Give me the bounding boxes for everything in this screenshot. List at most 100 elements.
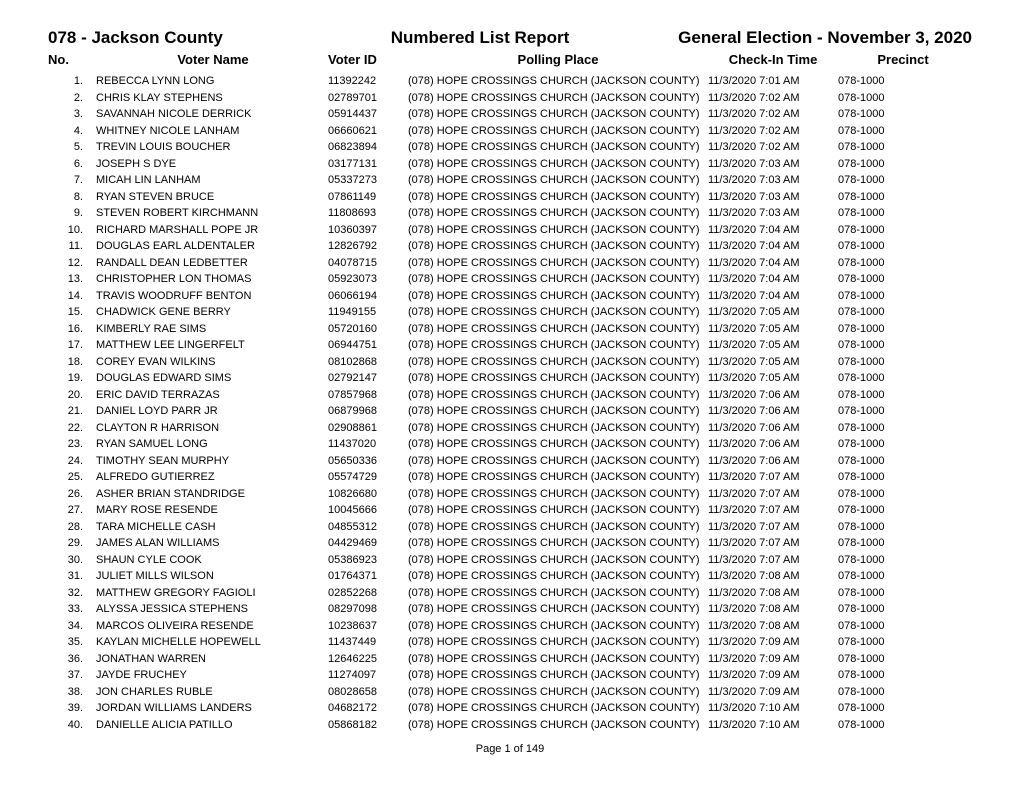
row-polling-place: (078) HOPE CROSSINGS CHURCH (JACKSON COU… [408, 636, 708, 648]
table-row: 1.REBECCA LYNN LONG11392242(078) HOPE CR… [48, 73, 972, 90]
table-row: 10.RICHARD MARSHALL POPE JR10360397(078)… [48, 222, 972, 239]
row-checkin-time: 11/3/2020 7:08 AM [708, 570, 838, 582]
row-polling-place: (078) HOPE CROSSINGS CHURCH (JACKSON COU… [408, 488, 708, 500]
row-polling-place: (078) HOPE CROSSINGS CHURCH (JACKSON COU… [408, 273, 708, 285]
row-no: 11. [48, 240, 86, 252]
row-checkin-time: 11/3/2020 7:06 AM [708, 405, 838, 417]
row-voter-name: JON CHARLES RUBLE [86, 686, 328, 698]
row-polling-place: (078) HOPE CROSSINGS CHURCH (JACKSON COU… [408, 653, 708, 665]
row-precinct: 078-1000 [838, 273, 968, 285]
row-polling-place: (078) HOPE CROSSINGS CHURCH (JACKSON COU… [408, 471, 708, 483]
row-voter-name: TIMOTHY SEAN MURPHY [86, 455, 328, 467]
row-no: 1. [48, 75, 86, 87]
row-no: 3. [48, 108, 86, 120]
row-checkin-time: 11/3/2020 7:03 AM [708, 158, 838, 170]
row-voter-id: 05868182 [328, 719, 408, 731]
row-voter-id: 11437020 [328, 438, 408, 450]
row-polling-place: (078) HOPE CROSSINGS CHURCH (JACKSON COU… [408, 158, 708, 170]
table-row: 29.JAMES ALAN WILLIAMS04429469(078) HOPE… [48, 535, 972, 552]
row-precinct: 078-1000 [838, 570, 968, 582]
row-voter-id: 02789701 [328, 92, 408, 104]
row-voter-name: MATTHEW GREGORY FAGIOLI [86, 587, 328, 599]
row-polling-place: (078) HOPE CROSSINGS CHURCH (JACKSON COU… [408, 686, 708, 698]
row-voter-id: 05914437 [328, 108, 408, 120]
row-no: 36. [48, 653, 86, 665]
row-voter-id: 02908861 [328, 422, 408, 434]
row-no: 40. [48, 719, 86, 731]
row-no: 10. [48, 224, 86, 236]
row-voter-id: 08028658 [328, 686, 408, 698]
row-checkin-time: 11/3/2020 7:07 AM [708, 521, 838, 533]
row-voter-id: 03177131 [328, 158, 408, 170]
row-polling-place: (078) HOPE CROSSINGS CHURCH (JACKSON COU… [408, 438, 708, 450]
row-precinct: 078-1000 [838, 653, 968, 665]
table-row: 8.RYAN STEVEN BRUCE07861149(078) HOPE CR… [48, 189, 972, 206]
row-voter-id: 10045666 [328, 504, 408, 516]
row-polling-place: (078) HOPE CROSSINGS CHURCH (JACKSON COU… [408, 554, 708, 566]
table-row: 19.DOUGLAS EDWARD SIMS02792147(078) HOPE… [48, 370, 972, 387]
col-header-place: Polling Place [408, 52, 708, 67]
row-voter-id: 12826792 [328, 240, 408, 252]
row-polling-place: (078) HOPE CROSSINGS CHURCH (JACKSON COU… [408, 455, 708, 467]
row-voter-name: ERIC DAVID TERRAZAS [86, 389, 328, 401]
table-row: 3.SAVANNAH NICOLE DERRICK05914437(078) H… [48, 106, 972, 123]
row-voter-id: 11392242 [328, 75, 408, 87]
row-voter-id: 08297098 [328, 603, 408, 615]
row-voter-id: 02792147 [328, 372, 408, 384]
row-checkin-time: 11/3/2020 7:05 AM [708, 339, 838, 351]
row-voter-name: MARCOS OLIVEIRA RESENDE [86, 620, 328, 632]
table-row: 23.RYAN SAMUEL LONG11437020(078) HOPE CR… [48, 436, 972, 453]
row-checkin-time: 11/3/2020 7:05 AM [708, 306, 838, 318]
data-rows-container: 1.REBECCA LYNN LONG11392242(078) HOPE CR… [48, 73, 972, 733]
row-checkin-time: 11/3/2020 7:03 AM [708, 174, 838, 186]
row-voter-id: 05720160 [328, 323, 408, 335]
row-voter-name: JORDAN WILLIAMS LANDERS [86, 702, 328, 714]
row-no: 8. [48, 191, 86, 203]
report-title: Numbered List Report [328, 28, 632, 48]
table-row: 39.JORDAN WILLIAMS LANDERS04682172(078) … [48, 700, 972, 717]
row-polling-place: (078) HOPE CROSSINGS CHURCH (JACKSON COU… [408, 372, 708, 384]
row-checkin-time: 11/3/2020 7:08 AM [708, 603, 838, 615]
table-row: 9.STEVEN ROBERT KIRCHMANN11808693(078) H… [48, 205, 972, 222]
row-precinct: 078-1000 [838, 620, 968, 632]
table-row: 36.JONATHAN WARREN12646225(078) HOPE CRO… [48, 651, 972, 668]
table-row: 27.MARY ROSE RESENDE10045666(078) HOPE C… [48, 502, 972, 519]
row-checkin-time: 11/3/2020 7:06 AM [708, 438, 838, 450]
row-polling-place: (078) HOPE CROSSINGS CHURCH (JACKSON COU… [408, 702, 708, 714]
row-precinct: 078-1000 [838, 174, 968, 186]
row-precinct: 078-1000 [838, 306, 968, 318]
row-voter-id: 04682172 [328, 702, 408, 714]
row-voter-name: MICAH LIN LANHAM [86, 174, 328, 186]
row-voter-id: 07857968 [328, 389, 408, 401]
row-voter-id: 10360397 [328, 224, 408, 236]
row-polling-place: (078) HOPE CROSSINGS CHURCH (JACKSON COU… [408, 389, 708, 401]
row-precinct: 078-1000 [838, 686, 968, 698]
row-no: 9. [48, 207, 86, 219]
row-no: 5. [48, 141, 86, 153]
row-checkin-time: 11/3/2020 7:09 AM [708, 636, 838, 648]
table-row: 18.COREY EVAN WILKINS08102868(078) HOPE … [48, 354, 972, 371]
table-row: 34.MARCOS OLIVEIRA RESENDE10238637(078) … [48, 618, 972, 635]
table-row: 17.MATTHEW LEE LINGERFELT06944751(078) H… [48, 337, 972, 354]
row-voter-id: 11808693 [328, 207, 408, 219]
row-voter-id: 11949155 [328, 306, 408, 318]
row-voter-id: 07861149 [328, 191, 408, 203]
row-polling-place: (078) HOPE CROSSINGS CHURCH (JACKSON COU… [408, 620, 708, 632]
row-voter-id: 11274097 [328, 669, 408, 681]
row-voter-name: DANIELLE ALICIA PATILLO [86, 719, 328, 731]
row-no: 39. [48, 702, 86, 714]
row-polling-place: (078) HOPE CROSSINGS CHURCH (JACKSON COU… [408, 306, 708, 318]
row-voter-name: TRAVIS WOODRUFF BENTON [86, 290, 328, 302]
row-precinct: 078-1000 [838, 504, 968, 516]
row-voter-id: 05923073 [328, 273, 408, 285]
row-precinct: 078-1000 [838, 488, 968, 500]
row-polling-place: (078) HOPE CROSSINGS CHURCH (JACKSON COU… [408, 405, 708, 417]
table-row: 20.ERIC DAVID TERRAZAS07857968(078) HOPE… [48, 387, 972, 404]
row-voter-name: RICHARD MARSHALL POPE JR [86, 224, 328, 236]
row-checkin-time: 11/3/2020 7:04 AM [708, 224, 838, 236]
row-voter-name: DOUGLAS EARL ALDENTALER [86, 240, 328, 252]
row-precinct: 078-1000 [838, 207, 968, 219]
row-checkin-time: 11/3/2020 7:09 AM [708, 653, 838, 665]
row-voter-name: KIMBERLY RAE SIMS [86, 323, 328, 335]
table-row: 21.DANIEL LOYD PARR JR06879968(078) HOPE… [48, 403, 972, 420]
